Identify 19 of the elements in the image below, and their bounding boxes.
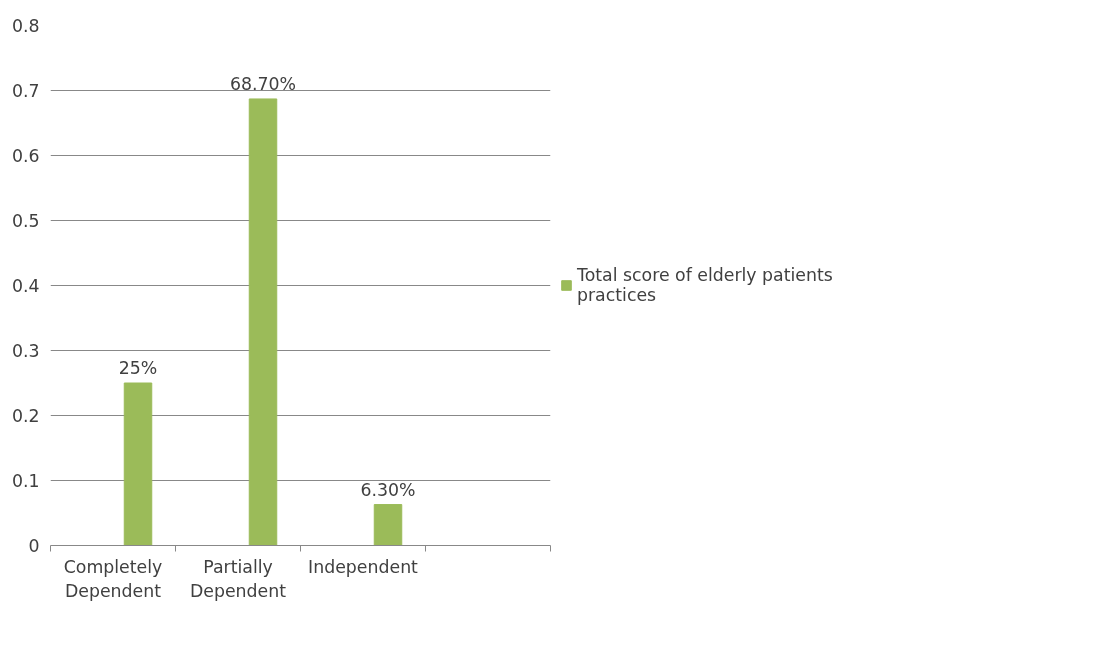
y-tick-label: 0.3 xyxy=(11,341,40,361)
y-tick-label: 0.6 xyxy=(11,146,40,166)
y-tick-label: 0.4 xyxy=(11,276,40,296)
data-label: 25% xyxy=(118,358,158,378)
y-tick-label: 0.5 xyxy=(11,211,40,231)
x-tick-label: Partially Dependent xyxy=(189,556,287,601)
legend-label: Total score of elderly patients practices xyxy=(577,265,833,305)
data-label: 6.30% xyxy=(360,479,416,500)
y-tick-label: 0.7 xyxy=(11,81,40,101)
bar xyxy=(373,504,403,546)
y-tick-label: 0 xyxy=(28,536,40,556)
y-tick-label: 0.8 xyxy=(11,16,40,36)
y-tick-label: 0.1 xyxy=(11,471,40,491)
y-tick-label: 0.2 xyxy=(11,406,40,426)
x-tick-label: Independent xyxy=(308,556,419,577)
bar xyxy=(248,98,278,546)
x-tick-label: Completely Dependent xyxy=(63,556,163,601)
bar xyxy=(123,382,153,546)
data-label: 68.70% xyxy=(229,73,297,94)
